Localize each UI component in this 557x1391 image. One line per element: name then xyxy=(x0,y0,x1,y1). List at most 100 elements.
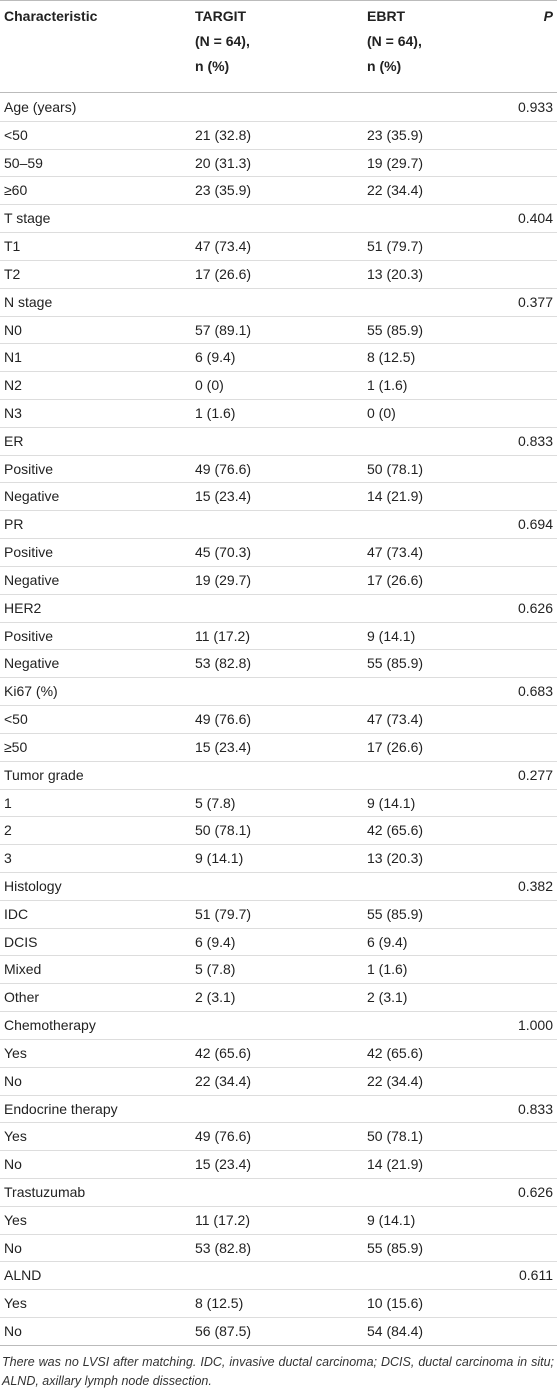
row-rule xyxy=(0,928,557,929)
table-cell: 2 xyxy=(4,822,12,839)
table-cell: <50 xyxy=(4,126,28,143)
table-cell: No xyxy=(4,1239,22,1256)
row-rule xyxy=(0,1289,557,1290)
table-cell: 15 (23.4) xyxy=(195,1156,252,1173)
table-cell: 54 (84.4) xyxy=(367,1323,424,1340)
table-cell: 6 (9.4) xyxy=(195,349,236,366)
row-rule xyxy=(0,872,557,873)
row-rule xyxy=(0,983,557,984)
table-cell: 8 (12.5) xyxy=(367,349,416,366)
table-cell: N3 xyxy=(4,405,22,422)
row-rule xyxy=(0,232,557,233)
table-cell: No xyxy=(4,1072,22,1089)
table-cell: Age (years) xyxy=(4,99,77,115)
table-cell: 55 (85.9) xyxy=(367,905,424,922)
table-cell: 14 (21.9) xyxy=(367,1156,424,1173)
row-rule xyxy=(0,1261,557,1262)
table-cell: 0.833 xyxy=(517,432,553,449)
table-cell: IDC xyxy=(4,905,29,922)
table-cell: 0.611 xyxy=(519,1267,553,1284)
table-cell: Tumor grade xyxy=(4,766,84,783)
row-rule xyxy=(0,204,557,205)
table-cell: Endocrine therapy xyxy=(4,1100,118,1117)
table-cell: 0.277 xyxy=(517,766,553,783)
table-cell: Yes xyxy=(4,1128,27,1145)
table-cell: 1 (1.6) xyxy=(367,961,408,978)
table-cell: 57 (89.1) xyxy=(195,321,252,338)
table-cell: 53 (82.8) xyxy=(195,655,252,672)
table-cell: 1 xyxy=(4,794,12,811)
header-cell: EBRT xyxy=(367,8,406,24)
header-cell: (N = 64), xyxy=(367,33,422,49)
row-rule xyxy=(0,1206,557,1207)
footnote: There was no LVSI after matching. IDC, i… xyxy=(2,1355,554,1388)
table-cell: Chemotherapy xyxy=(4,1017,96,1034)
table-cell: 51 (79.7) xyxy=(367,238,424,255)
header-cell: n (%) xyxy=(367,58,402,74)
table-cell: 9 (14.1) xyxy=(367,1211,416,1228)
row-rule xyxy=(0,705,557,706)
top-rule xyxy=(0,0,557,1)
table-cell: 17 (26.6) xyxy=(367,738,424,755)
table-cell: 1.000 xyxy=(517,1017,553,1034)
table-cell: 42 (65.6) xyxy=(367,822,424,839)
table-cell: 47 (73.4) xyxy=(367,544,424,561)
row-rule xyxy=(0,1317,557,1318)
header-cell: Characteristic xyxy=(4,8,98,24)
table-cell: 5 (7.8) xyxy=(195,794,236,811)
table-cell: Trastuzumab xyxy=(4,1183,86,1200)
table-cell: 0.377 xyxy=(517,293,553,310)
table-cell: 23 (35.9) xyxy=(195,182,252,199)
table-cell: N2 xyxy=(4,377,22,394)
table-cell: Positive xyxy=(4,544,54,561)
table-cell: 55 (85.9) xyxy=(367,321,424,338)
table-cell: 11 (17.2) xyxy=(195,627,250,644)
row-rule xyxy=(0,1234,557,1235)
table-cell: T stage xyxy=(4,210,51,227)
header-cell: P xyxy=(543,8,553,24)
table-cell: 22 (34.4) xyxy=(367,1072,424,1089)
table-cell: N1 xyxy=(4,349,22,366)
table-cell: 11 (17.2) xyxy=(195,1211,250,1228)
row-rule xyxy=(0,1122,557,1123)
row-rule xyxy=(0,1067,557,1068)
table-cell: HER2 xyxy=(4,599,42,616)
bottom-rule xyxy=(0,1345,557,1346)
row-rule xyxy=(0,649,557,650)
table-cell: 45 (70.3) xyxy=(195,544,252,561)
row-rule xyxy=(0,455,557,456)
table-cell: Mixed xyxy=(4,961,42,978)
table-cell: 13 (20.3) xyxy=(367,265,424,282)
table-cell: 17 (26.6) xyxy=(195,265,252,282)
table-cell: 49 (76.6) xyxy=(195,1128,252,1145)
table-cell: 22 (34.4) xyxy=(195,1072,252,1089)
table-cell: PR xyxy=(4,516,24,533)
header-rule xyxy=(0,92,557,93)
table-cell: 56 (87.5) xyxy=(195,1323,252,1340)
row-rule xyxy=(0,789,557,790)
table-cell: 23 (35.9) xyxy=(367,126,424,143)
table-cell: 9 (14.1) xyxy=(195,850,244,867)
table-cell: 51 (79.7) xyxy=(195,905,252,922)
table-cell: 15 (23.4) xyxy=(195,488,252,505)
table-cell: 2 (3.1) xyxy=(195,989,236,1006)
table-cell: 0.626 xyxy=(517,599,553,616)
row-rule xyxy=(0,371,557,372)
table-cell: 19 (29.7) xyxy=(195,571,252,588)
table-cell: 9 (14.1) xyxy=(367,794,416,811)
row-rule xyxy=(0,510,557,511)
row-rule xyxy=(0,594,557,595)
row-rule xyxy=(0,121,557,122)
table-cell: 8 (12.5) xyxy=(195,1295,244,1312)
table-cell: 0.933 xyxy=(517,99,553,115)
table-cell: 47 (73.4) xyxy=(367,711,424,728)
row-rule xyxy=(0,955,557,956)
table-cell: 22 (34.4) xyxy=(367,182,424,199)
table-cell: 0.404 xyxy=(517,210,553,227)
table-cell: Yes xyxy=(4,1044,27,1061)
row-rule xyxy=(0,1150,557,1151)
table-cell: 6 (9.4) xyxy=(367,933,408,950)
table-cell: 20 (31.3) xyxy=(195,154,252,171)
row-rule xyxy=(0,677,557,678)
